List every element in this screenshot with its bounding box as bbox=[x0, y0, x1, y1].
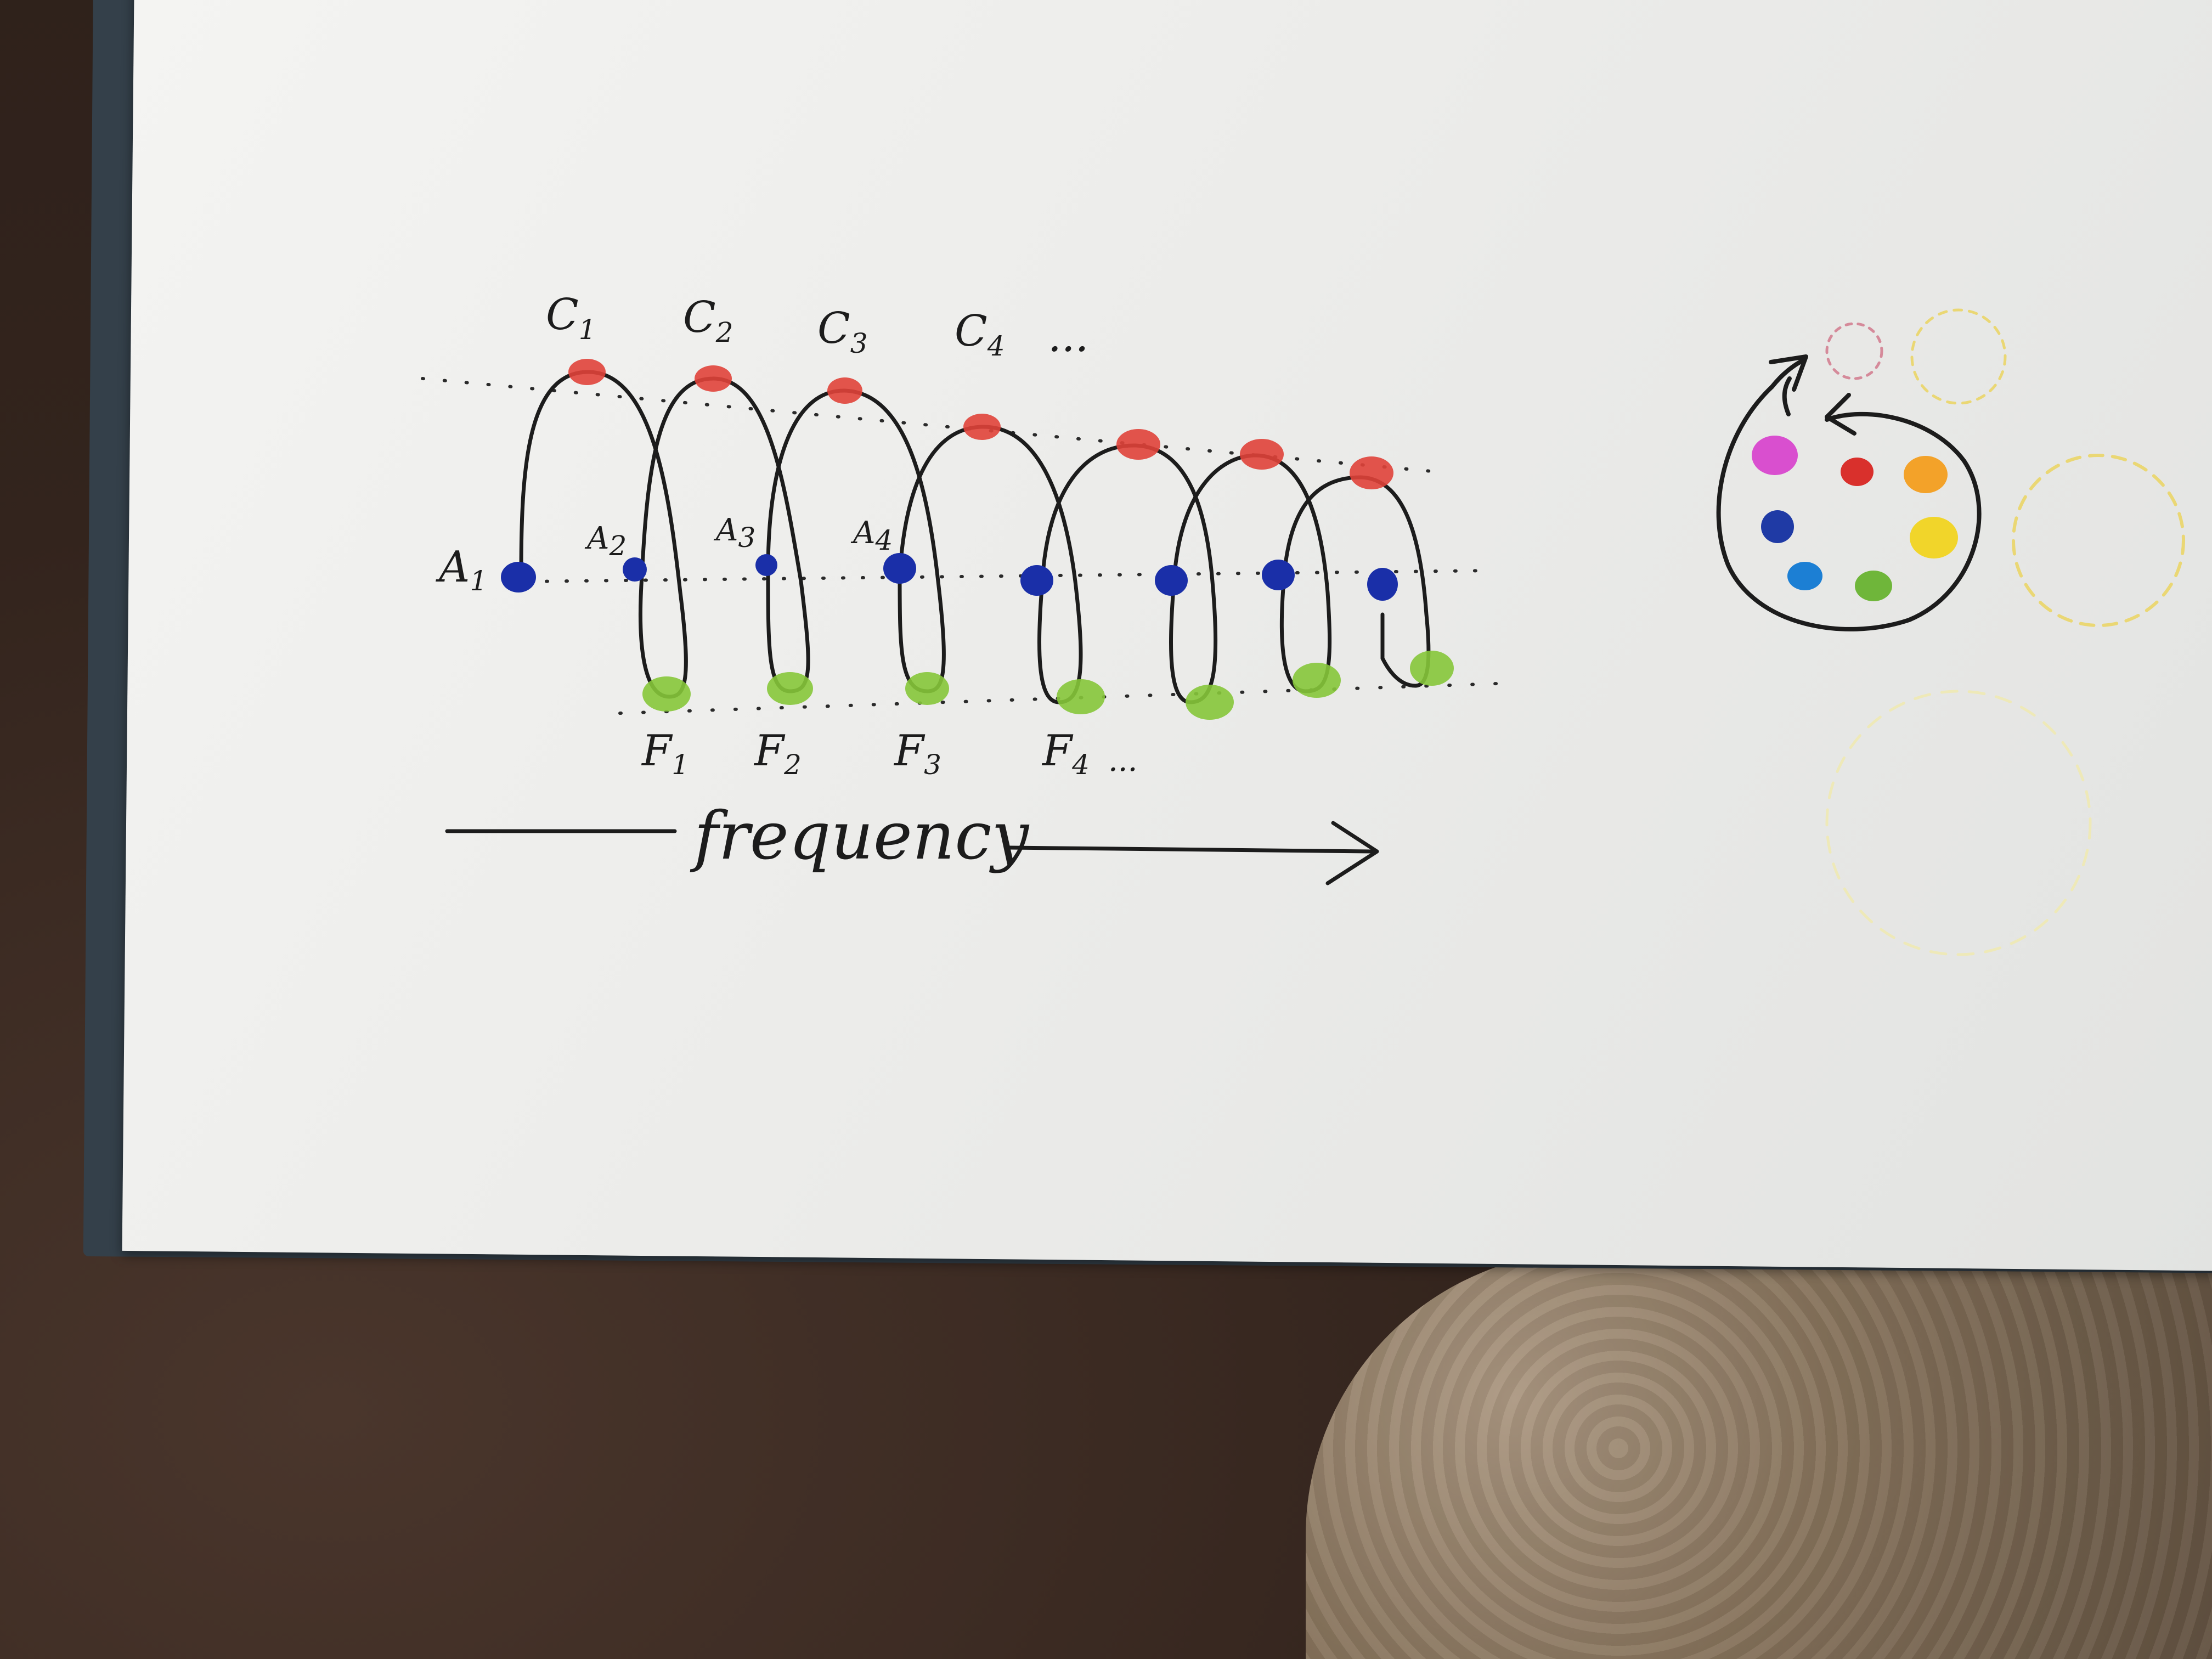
fleece-blanket bbox=[1306, 1251, 2212, 1659]
a-guide-line bbox=[525, 569, 1494, 583]
arrow-right-icon bbox=[1325, 821, 1379, 885]
a-dot bbox=[755, 554, 777, 576]
axis-line-right bbox=[1007, 845, 1374, 854]
paint-blue bbox=[1761, 510, 1794, 543]
f-dot bbox=[642, 676, 691, 712]
a-labels: A1 A2 A3 A4 bbox=[436, 512, 893, 597]
c-dots bbox=[568, 359, 1393, 489]
f-dot bbox=[1186, 685, 1234, 720]
label-a2: A2 bbox=[584, 521, 627, 562]
dashed-circle-yellow-medium bbox=[2012, 454, 2185, 627]
a-dots bbox=[501, 553, 1398, 601]
label-f-more: ... bbox=[1108, 743, 1137, 778]
label-c1: C1 bbox=[546, 290, 596, 346]
a-dot bbox=[883, 553, 916, 584]
label-f3: F3 bbox=[893, 726, 941, 781]
axis-label: frequency bbox=[690, 798, 1030, 874]
a-dot bbox=[1367, 568, 1398, 601]
artist-palette-icon bbox=[1716, 354, 1982, 631]
f-dot bbox=[1410, 651, 1454, 686]
c-dot bbox=[1350, 456, 1393, 489]
c-dot bbox=[1116, 429, 1160, 460]
f-labels: F1 F2 F3 F4 ... bbox=[641, 726, 1137, 781]
label-c2: C2 bbox=[683, 293, 733, 348]
label-f4: F4 bbox=[1041, 726, 1090, 781]
c-dot bbox=[568, 359, 606, 385]
dashed-circle-yellow-small bbox=[1910, 308, 2007, 405]
dashed-circles bbox=[1825, 308, 2185, 956]
paint-cyan bbox=[1787, 562, 1822, 590]
label-a4: A4 bbox=[850, 515, 893, 556]
label-f1: F1 bbox=[641, 726, 689, 781]
a-dot bbox=[501, 562, 536, 592]
label-c3: C3 bbox=[817, 304, 868, 359]
dashed-circle-yellow-large bbox=[1825, 690, 2092, 956]
label-a3: A3 bbox=[713, 512, 755, 554]
paint-magenta bbox=[1752, 436, 1798, 475]
c-dot bbox=[827, 377, 862, 404]
circular-arrow-icon bbox=[1770, 357, 1807, 389]
paint-yellow bbox=[1910, 517, 1958, 558]
c-dot bbox=[963, 414, 1001, 440]
cycle-arrowhead-inner bbox=[1825, 393, 1857, 436]
label-c-more: ... bbox=[1048, 312, 1088, 362]
palette-outline bbox=[1716, 385, 1982, 631]
c-dot bbox=[695, 365, 732, 392]
f-dots bbox=[642, 651, 1454, 720]
a-dot bbox=[1020, 565, 1053, 596]
c-dot bbox=[1240, 439, 1284, 470]
a-dot bbox=[623, 557, 647, 582]
f-dot bbox=[905, 672, 949, 705]
a-dot bbox=[1262, 560, 1295, 590]
paint-green bbox=[1855, 571, 1892, 601]
cycle-inner-stroke bbox=[1782, 376, 1792, 416]
label-a1: A1 bbox=[436, 543, 487, 597]
f-dot bbox=[1057, 679, 1105, 714]
paint-red bbox=[1841, 458, 1874, 486]
cycle-arrowhead-top bbox=[1769, 354, 1808, 392]
f-dot bbox=[767, 672, 813, 705]
label-f2: F2 bbox=[753, 726, 802, 781]
label-c4: C4 bbox=[955, 307, 1005, 362]
dashed-circle-pink bbox=[1825, 322, 1883, 380]
a-dot bbox=[1155, 565, 1188, 596]
frequency-axis: frequency bbox=[445, 798, 1379, 885]
paint-orange bbox=[1904, 456, 1948, 493]
f-dot bbox=[1293, 663, 1341, 698]
c-labels: C1 C2 C3 C4 ... bbox=[546, 290, 1088, 362]
